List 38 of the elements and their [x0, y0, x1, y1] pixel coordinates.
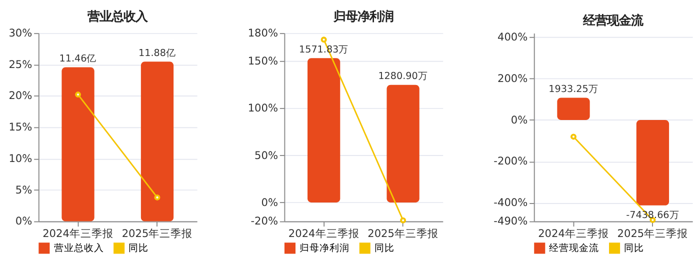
- y-tick-label: 200%: [497, 72, 528, 85]
- legend-label: 同比: [624, 242, 644, 254]
- y-tick-label: 0%: [15, 216, 32, 228]
- legend-label: 归母净利润: [300, 242, 350, 254]
- y-tick-label: 30%: [8, 27, 32, 40]
- data-label: 1280.90万: [378, 71, 428, 82]
- data-label: 1933.25万: [548, 84, 598, 95]
- y-tick-label: 150%: [248, 56, 278, 68]
- y-tick-label: 180%: [248, 27, 278, 40]
- y-tick-label: 25%: [8, 58, 32, 71]
- legend-label: 同比: [374, 242, 394, 254]
- chart-title: 归母净利润: [332, 8, 394, 24]
- y-tick-label: 5%: [15, 184, 32, 196]
- y-tick-label: -20%: [250, 216, 278, 228]
- legend-label: 经营现金流: [549, 242, 600, 254]
- y-tick-label: -200%: [494, 156, 528, 168]
- y-tick-label: 0%: [261, 196, 278, 209]
- y-tick-label: -490%: [494, 216, 528, 228]
- chart-title: 经营现金流: [582, 12, 644, 28]
- y-tick-label: 20%: [8, 90, 32, 102]
- y-tick-label: 50%: [254, 150, 278, 162]
- legend-label: 营业总收入: [54, 242, 104, 254]
- data-label: 11.88亿: [138, 48, 176, 59]
- chart-title: 营业总收入: [86, 8, 149, 24]
- y-tick-label: 400%: [497, 32, 528, 44]
- y-tick-label: -400%: [494, 197, 528, 210]
- x-tick-label: 2025年三季报: [368, 227, 438, 240]
- x-tick-label: 2025年三季报: [617, 227, 688, 240]
- y-tick-label: 0%: [510, 114, 528, 126]
- data-label: 11.46亿: [59, 53, 97, 64]
- legend-label: 同比: [128, 242, 149, 254]
- x-tick-label: 2024年三季报: [288, 227, 360, 240]
- y-tick-label: 100%: [248, 102, 278, 115]
- x-tick-label: 2024年三季报: [42, 227, 114, 240]
- x-tick-label: 2025年三季报: [122, 227, 193, 240]
- y-tick-label: 10%: [8, 152, 32, 165]
- y-tick-label: 15%: [8, 122, 32, 134]
- x-tick-label: 2024年三季报: [538, 227, 609, 240]
